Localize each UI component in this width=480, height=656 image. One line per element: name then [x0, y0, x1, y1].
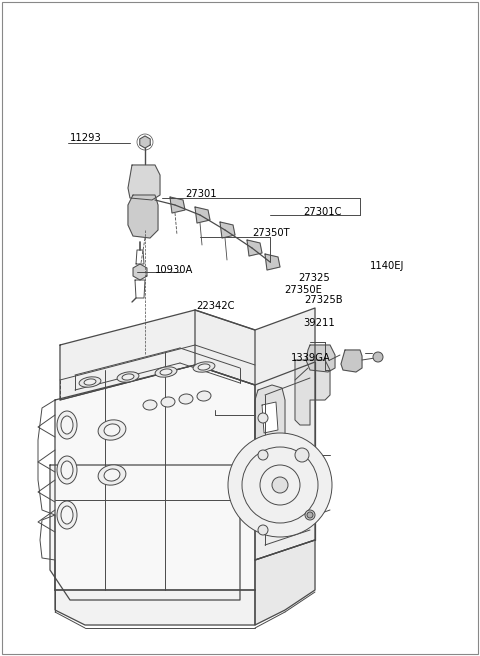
Ellipse shape: [179, 394, 193, 404]
Ellipse shape: [98, 420, 126, 440]
Polygon shape: [306, 345, 335, 372]
Polygon shape: [170, 197, 185, 213]
Ellipse shape: [155, 367, 177, 377]
Ellipse shape: [57, 411, 77, 439]
Circle shape: [272, 477, 288, 493]
Text: 10930A: 10930A: [155, 265, 193, 275]
Polygon shape: [195, 308, 315, 560]
Polygon shape: [128, 195, 158, 238]
Ellipse shape: [61, 416, 73, 434]
Circle shape: [258, 450, 268, 460]
Polygon shape: [247, 240, 262, 256]
Text: 27325: 27325: [298, 273, 330, 283]
Ellipse shape: [198, 364, 210, 370]
Polygon shape: [140, 136, 150, 148]
Circle shape: [258, 413, 268, 423]
Text: 39211: 39211: [303, 318, 335, 328]
Ellipse shape: [61, 506, 73, 524]
Polygon shape: [255, 385, 285, 458]
Ellipse shape: [122, 374, 134, 380]
Text: 1339GA: 1339GA: [291, 353, 331, 363]
Ellipse shape: [98, 465, 126, 485]
Polygon shape: [265, 254, 280, 270]
Polygon shape: [195, 207, 210, 223]
Polygon shape: [262, 402, 278, 433]
Ellipse shape: [197, 391, 211, 401]
Text: 27301C: 27301C: [303, 207, 341, 217]
Text: 22342C: 22342C: [196, 301, 235, 311]
Ellipse shape: [104, 424, 120, 436]
Polygon shape: [136, 250, 144, 264]
Text: 27350E: 27350E: [284, 285, 322, 295]
Text: 27350T: 27350T: [252, 228, 289, 238]
Ellipse shape: [117, 372, 139, 382]
Polygon shape: [55, 365, 255, 590]
Polygon shape: [50, 465, 240, 600]
Polygon shape: [128, 165, 160, 200]
Ellipse shape: [104, 469, 120, 481]
Circle shape: [307, 512, 313, 518]
Polygon shape: [55, 590, 255, 625]
Ellipse shape: [143, 400, 157, 410]
Ellipse shape: [61, 461, 73, 479]
Polygon shape: [133, 264, 147, 280]
Text: 1140EJ: 1140EJ: [370, 261, 404, 271]
Circle shape: [295, 448, 309, 462]
Polygon shape: [341, 350, 362, 372]
Ellipse shape: [79, 377, 101, 387]
Polygon shape: [60, 310, 255, 400]
Ellipse shape: [84, 379, 96, 385]
Polygon shape: [220, 222, 235, 238]
Ellipse shape: [160, 369, 172, 375]
Circle shape: [228, 433, 332, 537]
Ellipse shape: [57, 456, 77, 484]
Circle shape: [258, 525, 268, 535]
Circle shape: [373, 352, 383, 362]
Polygon shape: [295, 360, 330, 425]
Ellipse shape: [193, 362, 215, 372]
Text: 27325B: 27325B: [304, 295, 343, 305]
Text: 11293: 11293: [70, 133, 102, 143]
Ellipse shape: [57, 501, 77, 529]
Text: 27301: 27301: [185, 189, 216, 199]
Circle shape: [305, 510, 315, 520]
Polygon shape: [255, 540, 315, 625]
Ellipse shape: [161, 397, 175, 407]
